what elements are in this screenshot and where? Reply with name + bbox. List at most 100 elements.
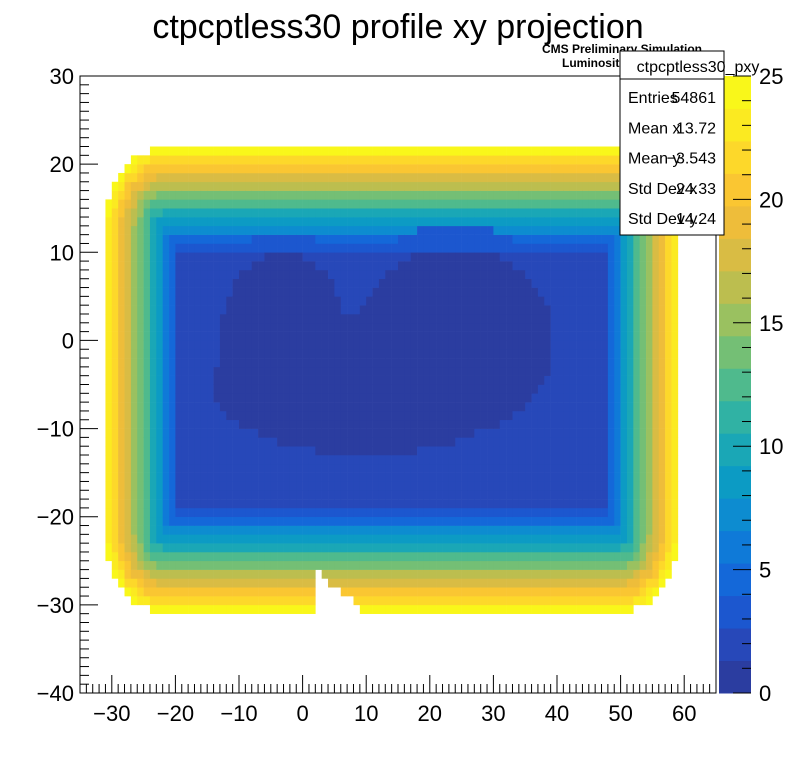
heatmap-cell xyxy=(289,596,297,606)
heatmap-cell xyxy=(143,252,151,262)
heatmap-cell xyxy=(518,278,526,288)
heatmap-cell xyxy=(289,366,297,376)
heatmap-cell xyxy=(487,428,494,438)
heatmap-cell xyxy=(512,243,520,253)
heatmap-cell xyxy=(162,305,170,315)
heatmap-cell xyxy=(626,313,634,324)
heatmap-cell xyxy=(436,208,443,218)
heatmap-cell xyxy=(410,269,418,280)
heatmap-cell xyxy=(232,428,240,438)
heatmap-cell xyxy=(614,146,621,156)
heatmap-cell xyxy=(334,349,342,359)
heatmap-cell xyxy=(226,146,233,156)
heatmap-cell xyxy=(588,164,596,174)
heatmap-cell xyxy=(518,428,526,438)
heatmap-cell xyxy=(493,164,501,174)
heatmap-cell xyxy=(537,190,545,200)
heatmap-cell xyxy=(518,261,526,271)
heatmap-cell xyxy=(499,313,507,324)
heatmap-cell xyxy=(340,384,348,394)
heatmap-cell xyxy=(550,358,558,368)
heatmap-cell xyxy=(258,261,265,271)
heatmap-cell xyxy=(111,331,119,341)
heatmap-cell xyxy=(340,569,348,579)
heatmap-cell xyxy=(378,499,386,509)
heatmap-cell xyxy=(467,296,475,306)
heatmap-cell xyxy=(213,428,221,438)
heatmap-cell xyxy=(194,190,202,200)
heatmap-cell xyxy=(417,252,424,262)
heatmap-cell xyxy=(563,208,571,218)
heatmap-cell xyxy=(315,234,322,244)
heatmap-cell xyxy=(124,446,132,456)
heatmap-cell xyxy=(385,243,392,253)
heatmap-cell xyxy=(601,155,609,165)
heatmap-cell xyxy=(480,516,488,526)
heatmap-cell xyxy=(518,490,526,500)
heatmap-cell xyxy=(576,587,583,597)
heatmap-cell xyxy=(639,446,647,456)
heatmap-cell xyxy=(557,393,564,403)
heatmap-cell xyxy=(181,208,189,218)
heatmap-cell xyxy=(353,181,361,191)
heatmap-cell xyxy=(232,358,240,368)
heatmap-cell xyxy=(124,560,132,570)
heatmap-cell xyxy=(289,375,297,385)
heatmap-cell xyxy=(595,534,602,544)
heatmap-cell xyxy=(239,358,246,368)
heatmap-cell xyxy=(601,181,609,191)
heatmap-cell xyxy=(181,463,189,473)
heatmap-cell xyxy=(270,217,278,227)
heatmap-cell xyxy=(207,296,214,306)
heatmap-cell xyxy=(130,217,138,227)
heatmap-cell xyxy=(264,305,272,315)
heatmap-cell xyxy=(474,499,481,509)
heatmap-cell xyxy=(270,349,278,359)
heatmap-cell xyxy=(232,551,240,562)
heatmap-cell xyxy=(232,516,240,526)
heatmap-cell xyxy=(277,375,284,385)
heatmap-cell xyxy=(130,234,138,244)
heatmap-cell xyxy=(614,534,621,544)
heatmap-cell xyxy=(639,578,647,588)
heatmap-cell xyxy=(340,375,348,385)
heatmap-cell xyxy=(385,569,392,579)
heatmap-cell xyxy=(359,410,367,421)
heatmap-cell xyxy=(398,243,405,253)
heatmap-cell xyxy=(563,481,571,491)
color-scale-band xyxy=(719,498,751,532)
heatmap-cell xyxy=(378,172,386,183)
heatmap-cell xyxy=(239,146,246,156)
heatmap-cell xyxy=(188,428,195,438)
y-tick-label: −20 xyxy=(37,505,74,530)
heatmap-cell xyxy=(372,463,380,473)
heatmap-cell xyxy=(315,463,322,473)
heatmap-cell xyxy=(251,507,259,518)
heatmap-cell xyxy=(232,261,240,271)
heatmap-cell xyxy=(544,410,551,421)
heatmap-cell xyxy=(200,384,208,394)
heatmap-cell xyxy=(251,490,259,500)
heatmap-cell xyxy=(417,269,424,280)
heatmap-cell xyxy=(213,472,221,482)
heatmap-cell xyxy=(188,287,195,297)
heatmap-cell xyxy=(302,463,310,473)
heatmap-cell xyxy=(595,428,602,438)
heatmap-cell xyxy=(620,490,628,500)
heatmap-cell xyxy=(398,217,405,227)
heatmap-cell xyxy=(626,375,634,385)
heatmap-cell xyxy=(563,278,571,288)
heatmap-cell xyxy=(531,446,539,456)
heatmap-cell xyxy=(334,525,342,535)
heatmap-cell xyxy=(347,313,354,324)
heatmap-cell xyxy=(226,384,233,394)
heatmap-cell xyxy=(455,569,462,579)
heatmap-cell xyxy=(557,358,564,368)
heatmap-cell xyxy=(544,481,551,491)
heatmap-cell xyxy=(162,604,170,614)
heatmap-cell xyxy=(245,252,253,262)
heatmap-cell xyxy=(531,296,539,306)
heatmap-cell xyxy=(118,560,125,570)
heatmap-cell xyxy=(200,269,208,280)
heatmap-cell xyxy=(582,525,590,535)
